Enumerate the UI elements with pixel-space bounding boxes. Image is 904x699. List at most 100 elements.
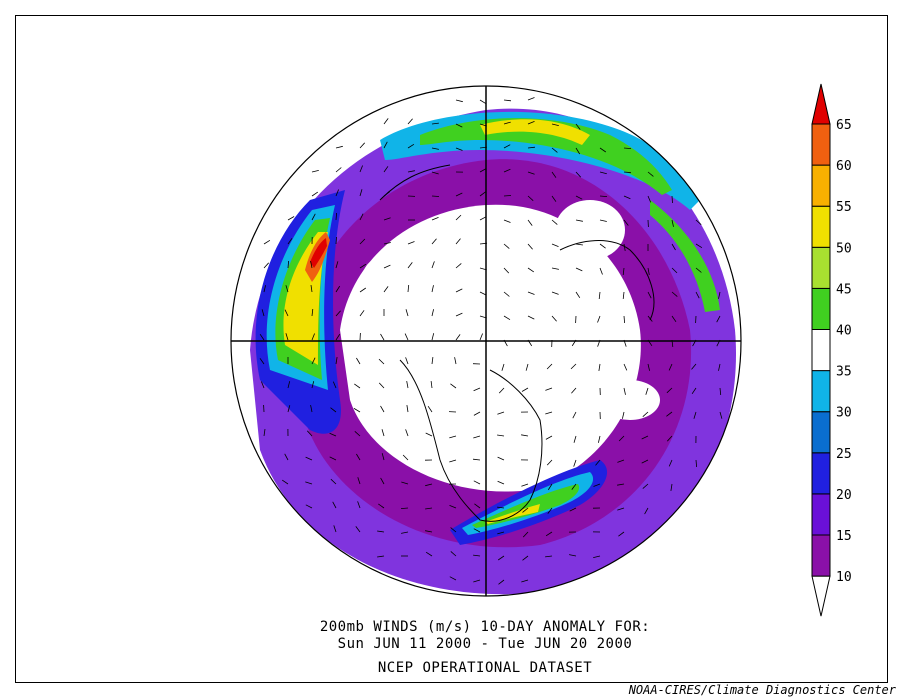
wind-arrow: [359, 310, 365, 317]
wind-arrow: [599, 243, 606, 249]
wind-arrow: [503, 291, 510, 297]
wind-arrow: [261, 381, 265, 389]
wind-arrow: [259, 358, 265, 365]
wind-arrow: [503, 195, 512, 197]
wind-arrow: [479, 267, 487, 271]
wind-arrow: [431, 147, 439, 150]
wind-arrow: [479, 333, 483, 341]
wind-arrow: [503, 315, 511, 321]
wind-arrow: [575, 195, 583, 200]
wind-arrow: [645, 387, 649, 395]
wind-arrow: [575, 267, 583, 272]
wind-arrow: [479, 99, 487, 105]
wind-arrow: [284, 309, 289, 317]
wind-arrow: [498, 387, 505, 394]
wind-arrow: [545, 531, 553, 537]
wind-arrow: [449, 576, 457, 581]
wind-arrow: [407, 284, 410, 293]
wind-arrow: [695, 291, 700, 299]
colorbar-swatch: [811, 493, 831, 536]
colorbar-tick-label: 35: [836, 365, 852, 380]
wind-arrow: [402, 454, 409, 461]
wind-arrow: [571, 387, 577, 394]
wind-arrow: [647, 171, 654, 177]
coastlines: [379, 164, 655, 522]
wind-arrow: [479, 242, 488, 245]
wind-arrow: [404, 333, 409, 341]
wind-arrow: [647, 267, 650, 275]
wind-arrow: [406, 381, 409, 389]
wind-arrow: [575, 123, 581, 130]
wind-arrow: [311, 308, 314, 317]
wind-arrow: [311, 170, 319, 173]
wind-arrow: [263, 262, 269, 269]
wind-arrow: [287, 216, 295, 221]
wind-arrow: [431, 333, 435, 341]
wind-arrow: [354, 383, 361, 389]
wind-arrow: [380, 405, 385, 413]
wind-arrow: [718, 363, 721, 371]
wind-arrow: [622, 291, 625, 299]
wind-arrow: [473, 528, 481, 533]
wind-arrow: [503, 99, 512, 102]
wind-arrow: [479, 123, 487, 127]
wind-arrow: [330, 407, 337, 413]
wind-arrow: [503, 267, 510, 274]
wind-arrow: [479, 146, 487, 149]
wind-arrow: [718, 291, 721, 299]
wind-arrow: [400, 507, 409, 509]
wind-arrow: [647, 363, 650, 371]
colorbar-tick-label: 40: [836, 324, 852, 339]
wind-arrow: [425, 530, 433, 533]
wind-arrow: [335, 212, 337, 221]
wind-arrow: [431, 217, 439, 221]
wind-arrow: [695, 267, 702, 273]
colorbar-swatch: [811, 205, 831, 248]
wind-arrow: [311, 357, 316, 365]
wind-arrow: [383, 286, 389, 293]
wind-arrow: [455, 238, 461, 245]
wind-arrow: [407, 143, 415, 149]
wind-arrow: [455, 192, 463, 197]
wind-arrow: [285, 285, 289, 293]
wind-arrow: [551, 219, 558, 225]
wind-arrow: [527, 267, 535, 273]
colorbar-swatch: [811, 452, 831, 495]
wind-arrow: [377, 555, 385, 558]
wind-arrow: [641, 459, 649, 464]
wind-arrow: [497, 434, 505, 437]
wind-arrow: [623, 339, 627, 347]
wind-arrow: [527, 243, 533, 250]
colorbar-tick-label: 50: [836, 241, 852, 256]
wind-arrow: [263, 239, 271, 245]
wind-arrow: [259, 333, 265, 341]
wind-arrow: [569, 507, 577, 512]
caption-line-2: Sun JUN 11 2000 - Tue JUN 20 2000: [337, 636, 633, 652]
wind-arrow: [359, 287, 367, 293]
wind-arrow: [354, 431, 361, 437]
wind-arrow: [473, 554, 481, 557]
wind-arrow: [522, 531, 529, 538]
wind-arrow: [431, 122, 439, 125]
wind-arrow: [335, 310, 341, 317]
wind-arrow: [305, 481, 313, 485]
wind-arrow: [378, 382, 385, 389]
wind-arrow: [332, 501, 337, 509]
wind-arrow: [641, 435, 649, 440]
wind-arrow: [263, 285, 266, 293]
wind-arrow: [383, 141, 388, 149]
wind-arrow: [551, 291, 559, 295]
wind-arrow: [598, 291, 601, 300]
wind-arrow: [359, 189, 363, 197]
wind-arrow: [359, 142, 365, 149]
wind-arrow: [597, 339, 601, 347]
wind-arrow: [281, 479, 289, 485]
wind-arrow: [310, 405, 313, 413]
wind-arrow: [522, 555, 529, 561]
wind-arrow: [359, 263, 367, 269]
wind-arrow: [455, 334, 461, 341]
wind-arrow: [622, 267, 625, 276]
wind-arrow: [287, 405, 291, 413]
wind-arrow: [431, 285, 434, 293]
wind-arrow: [551, 267, 559, 270]
